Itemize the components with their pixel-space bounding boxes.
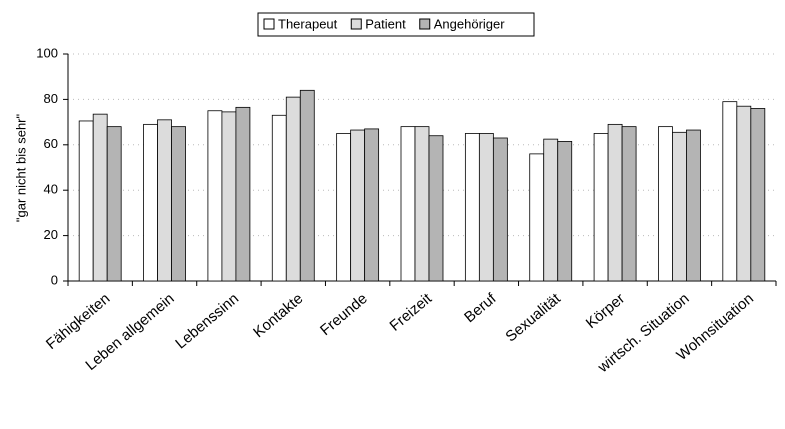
legend-swatch — [419, 18, 431, 30]
bar — [221, 111, 237, 282]
x-tick-label: Freunde — [317, 290, 371, 339]
bar — [621, 126, 637, 282]
x-tick-label: Freizeit — [387, 290, 436, 335]
y-tick-label: 60 — [44, 136, 58, 151]
x-tick-label: Körper — [583, 290, 628, 332]
bar — [271, 114, 287, 282]
bar — [736, 105, 752, 282]
bar — [686, 129, 701, 282]
bar — [400, 126, 416, 282]
bar — [106, 126, 122, 282]
y-tick-label: 80 — [44, 91, 58, 106]
legend-label: Patient — [365, 16, 406, 31]
bar — [336, 133, 352, 282]
bar — [78, 120, 94, 282]
y-axis-label: "gar nicht bis sehr" — [13, 114, 28, 223]
bar — [658, 126, 673, 282]
bar — [722, 101, 738, 282]
bar — [492, 137, 508, 282]
bar — [607, 123, 623, 282]
bar — [143, 123, 158, 282]
legend-swatch — [263, 18, 275, 30]
bar — [478, 133, 494, 282]
bar — [557, 140, 573, 282]
bar — [171, 126, 186, 282]
bar — [364, 128, 380, 282]
legend-box — [257, 12, 535, 37]
bar — [299, 89, 315, 282]
bar — [207, 110, 223, 282]
legend-label: Therapeut — [278, 16, 338, 31]
bar — [92, 113, 108, 282]
bar — [543, 138, 559, 282]
bar — [529, 153, 545, 282]
y-tick-label: 0 — [51, 272, 58, 287]
y-tick-label: 40 — [44, 182, 58, 197]
bar — [593, 133, 609, 282]
bar — [285, 96, 301, 282]
bar — [414, 126, 430, 282]
bar — [428, 135, 444, 282]
x-tick-label: Beruf — [461, 290, 500, 327]
bar — [235, 106, 251, 282]
bar — [157, 119, 172, 282]
x-tick-label: Kontakte — [250, 290, 306, 341]
bar — [672, 131, 687, 282]
x-tick-label: Lebenssinn — [172, 290, 242, 352]
legend-swatch — [350, 18, 362, 30]
bar — [350, 129, 366, 282]
y-tick-label: 20 — [44, 227, 58, 242]
legend-label: Angehöriger — [434, 16, 505, 31]
x-tick-label: Sexualität — [502, 290, 564, 346]
bar — [464, 133, 480, 282]
bar — [750, 108, 766, 282]
y-tick-label: 100 — [36, 45, 58, 60]
